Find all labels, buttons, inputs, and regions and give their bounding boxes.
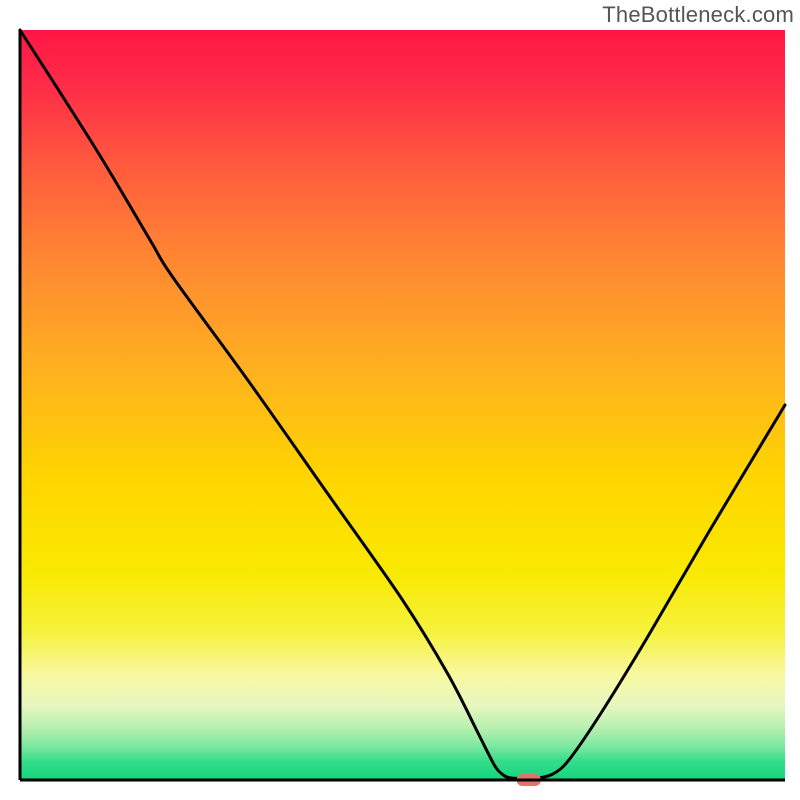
watermark-text: TheBottleneck.com [602,2,794,28]
plot-background [20,30,785,780]
chart-container: TheBottleneck.com [0,0,800,800]
bottleneck-chart [0,0,800,800]
